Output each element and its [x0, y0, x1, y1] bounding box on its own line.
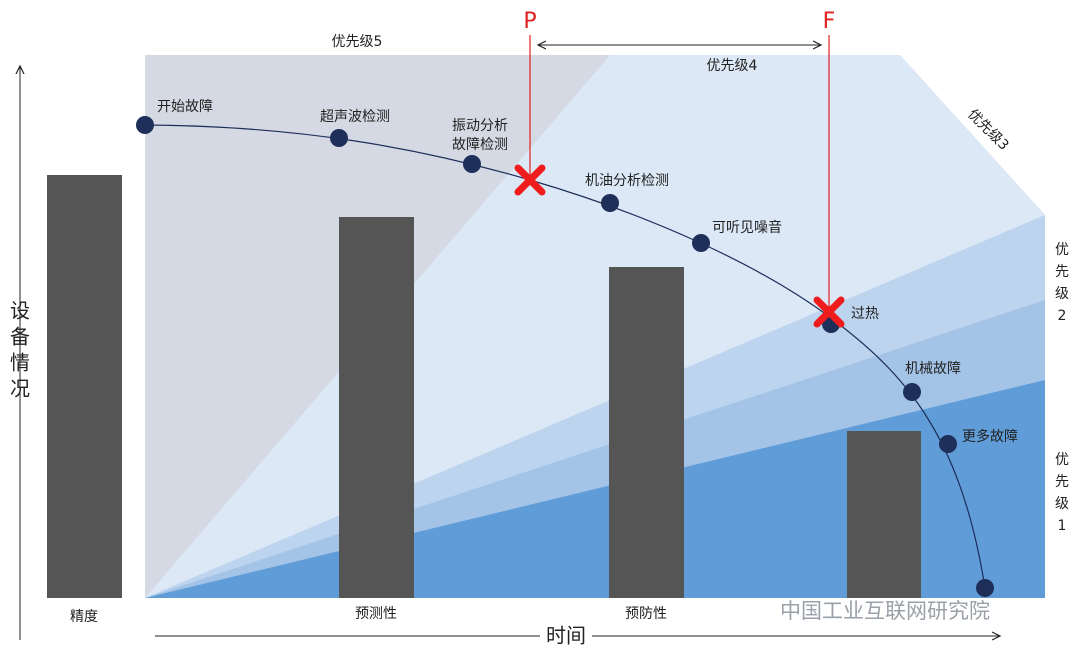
priority-label: 优	[1055, 452, 1069, 468]
priority-label: 级	[1055, 496, 1069, 512]
curve-points	[136, 116, 994, 597]
point-label: 振动分析	[452, 118, 508, 134]
bar	[339, 217, 414, 598]
priority-label: 优先级5	[332, 34, 383, 50]
marker-label: F	[823, 9, 836, 34]
priority-label: 优	[1055, 242, 1069, 258]
priority-label: 先	[1055, 264, 1069, 280]
point-label: 机械故障	[905, 361, 961, 377]
pf-curve	[144, 124, 986, 589]
point	[903, 383, 921, 401]
point	[976, 579, 994, 597]
cross-marks	[514, 164, 845, 328]
bar-label: 预防性	[625, 606, 667, 622]
bar-label: 预测性	[355, 606, 397, 622]
marker-label: P	[523, 9, 536, 34]
y-axis-label: 备	[10, 325, 30, 349]
point	[601, 194, 619, 212]
watermark: 中国工业互联网研究院	[780, 599, 990, 623]
point-label: 超声波检测	[320, 109, 390, 125]
point	[136, 116, 154, 134]
priority-label: 1	[1058, 518, 1067, 534]
point-label: 过热	[851, 306, 879, 322]
point	[692, 234, 710, 252]
point	[330, 129, 348, 147]
point	[939, 435, 957, 453]
y-axis-label: 情	[10, 351, 30, 375]
bars	[47, 175, 921, 598]
priority-label: 2	[1058, 308, 1067, 324]
priority-label: 先	[1055, 474, 1069, 490]
priority-label: 级	[1055, 286, 1069, 302]
f-cross	[813, 296, 845, 328]
point-label: 机油分析检测	[585, 173, 669, 189]
bar	[847, 431, 921, 598]
priority-label: 优先级4	[707, 58, 758, 74]
point-label: 可听见噪音	[712, 219, 782, 236]
y-axis-label: 况	[10, 377, 30, 401]
p-cross	[514, 164, 546, 196]
bar	[609, 267, 684, 598]
bar	[47, 175, 122, 598]
point	[463, 155, 481, 173]
y-axis-label: 设	[10, 299, 30, 323]
point-label: 更多故障	[962, 428, 1018, 445]
bar-label: 精度	[70, 609, 98, 625]
x-axis-label: 时间	[546, 624, 586, 648]
point-label: 故障检测	[452, 137, 508, 153]
point-label: 开始故障	[157, 99, 213, 115]
